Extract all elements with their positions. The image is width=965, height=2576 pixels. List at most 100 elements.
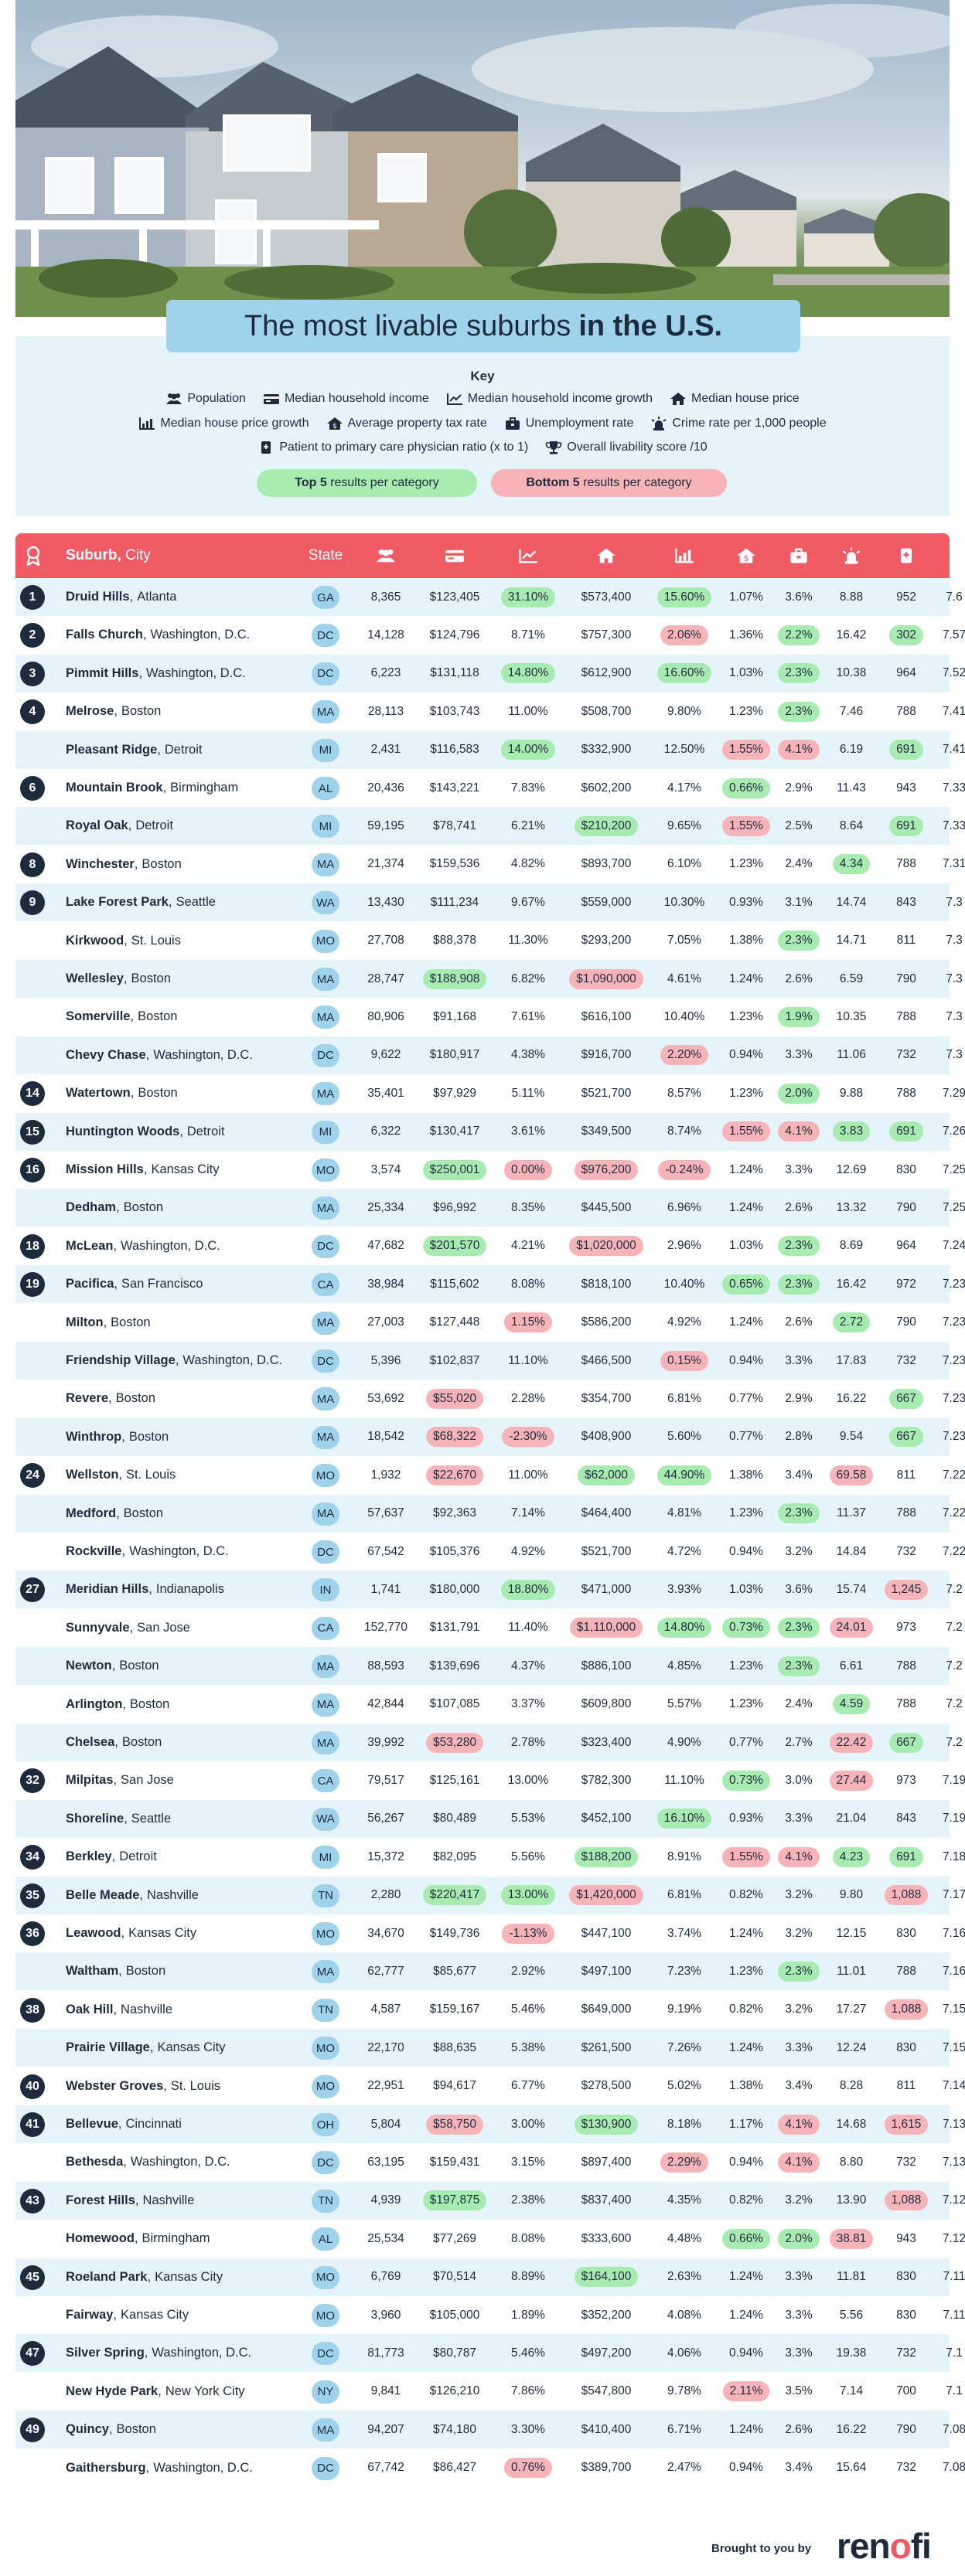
house-price-growth-cell: 5.02%: [650, 2067, 719, 2105]
suburb-city-cell: Roeland Park, Kansas City: [66, 2258, 223, 2296]
value: 972: [896, 1277, 916, 1291]
value: $102,837: [429, 1353, 480, 1367]
value: 88,593: [367, 1659, 404, 1673]
value: 5.56%: [511, 1849, 545, 1863]
population-cell: 34,670: [356, 1914, 416, 1952]
physician-ratio-cell: 788: [878, 998, 934, 1036]
value: 2.6%: [785, 2422, 813, 2436]
property-tax-cell: 1.03%: [719, 655, 773, 692]
value: 7.2: [946, 1621, 963, 1635]
income-cell: $131,791: [416, 1609, 493, 1647]
house-price-growth-cell: 8.57%: [650, 1074, 719, 1112]
house-price-growth-cell: 15.60%: [650, 578, 719, 616]
unemployment-cell: 3.5%: [773, 2373, 824, 2411]
suburb-city-cell: Gaithersburg, Washington, D.C.: [66, 2449, 253, 2487]
value: 8.35%: [511, 1200, 545, 1214]
city-name: Cincinnati: [125, 2117, 182, 2131]
value: 8.64: [839, 818, 864, 832]
value: 2.28%: [511, 1391, 545, 1405]
suburb-city-cell: Waltham, Boston: [66, 1952, 165, 1990]
value: 152,770: [363, 1621, 408, 1635]
house-price-cell: $352,200: [563, 2296, 650, 2334]
rank-badge: 40: [20, 2074, 45, 2099]
table-row: Bethesda, Washington, D.C. DC 63,195 $159,43…: [15, 2143, 965, 2181]
top5-highlight: $164,100: [574, 2267, 639, 2288]
suburb-city-cell: Milton, Boston: [66, 1304, 151, 1342]
value: 7.14%: [511, 1506, 545, 1520]
city-name: Boston: [116, 2422, 156, 2437]
value: 12.15: [836, 1926, 867, 1940]
separator: ,: [121, 1926, 125, 1940]
city-name: Boston: [123, 1506, 164, 1520]
unemployment-cell: 2.3%: [773, 1609, 824, 1647]
crime-rate-cell: 5.56: [824, 2296, 878, 2334]
value: 8.71%: [511, 628, 545, 641]
top5-highlight: 2.3%: [778, 1618, 820, 1638]
table-row: 47 Silver Spring, Washington, D.C. DC 81,773…: [15, 2334, 963, 2373]
value: $105,376: [429, 1544, 480, 1558]
income-growth-cell: 5.46%: [493, 2334, 563, 2372]
crime-rate-cell: 14.71: [824, 922, 878, 960]
suburb-city-cell: Dedham, Boston: [66, 1189, 163, 1227]
income-cell: $88,378: [416, 922, 493, 960]
unemployment-cell: 2.5%: [773, 807, 824, 845]
state-badge: MI: [312, 1120, 339, 1144]
house-price-cell: $497,100: [563, 1952, 650, 1990]
separator: ,: [134, 2231, 138, 2246]
table-row: 9 Lake Forest Park, Seattle WA 13,430 $111,23…: [15, 883, 963, 922]
unemployment-cell: 2.3%: [773, 692, 824, 730]
city-name: Washington, D.C.: [152, 2346, 252, 2360]
value: 0.94%: [729, 2346, 763, 2360]
unemployment-cell: 2.3%: [773, 1495, 824, 1533]
value: 6.96%: [667, 1200, 701, 1214]
crime-rate-cell: 8.69: [824, 1227, 878, 1265]
top5-highlight: 0.66%: [722, 2228, 770, 2249]
top5-highlight: 302: [889, 624, 923, 645]
population-cell: 20,436: [356, 769, 416, 807]
income-growth-cell: 3.37%: [493, 1686, 563, 1724]
house-price-cell: $573,400: [563, 578, 650, 616]
table-row: Friendship Village, Washington, D.C. DC 5,3…: [15, 1342, 965, 1380]
value: 7.31: [942, 857, 965, 871]
bottom5-highlight: $1,090,000: [569, 968, 643, 989]
header-state: State: [308, 547, 343, 563]
physician-ratio-cell: 788: [878, 1952, 934, 1990]
rank-badge: 18: [20, 1234, 45, 1259]
table-row: 49 Quincy, Boston MA 94,207 $74,180 3.30% $410,…: [15, 2411, 965, 2449]
house-price-growth-cell: 4.90%: [650, 1724, 719, 1761]
value: 0.94%: [729, 2155, 763, 2169]
livability-score-cell: 7.1: [934, 2373, 965, 2411]
suburb-city-cell: Wellston, St. Louis: [66, 1456, 176, 1494]
suburb-city-cell: Pimmit Hills, Washington, D.C.: [66, 655, 246, 692]
house-price-growth-cell: 11.10%: [650, 1761, 719, 1799]
key-label: Median house price: [691, 392, 800, 405]
suburb-name: Mountain Brook: [66, 781, 163, 795]
value: $916,700: [581, 1048, 632, 1062]
top5-highlight: 691: [889, 1846, 923, 1867]
unemployment-cell: 3.3%: [773, 2334, 824, 2372]
table-row: Somerville, Boston MA 80,906 $91,168 7.61% $61…: [15, 998, 963, 1036]
bottom5-highlight: 1,245: [884, 1579, 929, 1600]
physician-ratio-cell: 732: [878, 2334, 934, 2372]
value: 6,769: [370, 2270, 401, 2284]
value: 47,682: [367, 1239, 404, 1253]
value: 6.21%: [511, 818, 545, 832]
page-title: The most livable suburbs in the U.S.: [166, 300, 800, 352]
value: 7.12: [942, 2231, 965, 2245]
livability-score-cell: 7.23: [934, 1418, 965, 1456]
top5-highlight: $188,908: [422, 968, 487, 989]
key-item-livability: Overall livability score /10: [545, 441, 708, 454]
top5-highlight: $197,875: [422, 2190, 487, 2211]
income-cell: $220,417: [416, 1877, 493, 1914]
house-price-cell: $521,700: [563, 1533, 650, 1570]
house-price-growth-cell: 12.50%: [650, 731, 719, 769]
separator: ,: [118, 2117, 122, 2131]
value: 6,322: [370, 1125, 401, 1138]
physician-ratio-cell: 732: [878, 1533, 934, 1570]
value: 964: [896, 666, 916, 680]
value: 7.29: [942, 1086, 965, 1100]
livability-score-cell: 7.33: [934, 807, 965, 845]
value: $897,400: [581, 2155, 632, 2169]
value: 6.81%: [667, 1888, 701, 1902]
house-price-cell: $1,090,000: [563, 960, 650, 998]
